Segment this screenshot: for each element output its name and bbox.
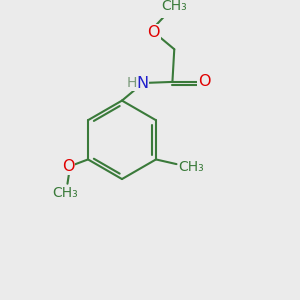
Text: CH₃: CH₃ [53, 186, 79, 200]
Text: O: O [198, 74, 210, 89]
Text: CH₃: CH₃ [178, 160, 204, 174]
Text: H: H [127, 76, 137, 90]
Text: CH₃: CH₃ [161, 0, 187, 13]
Text: O: O [62, 159, 75, 174]
Text: O: O [148, 25, 160, 40]
Text: N: N [136, 76, 148, 91]
